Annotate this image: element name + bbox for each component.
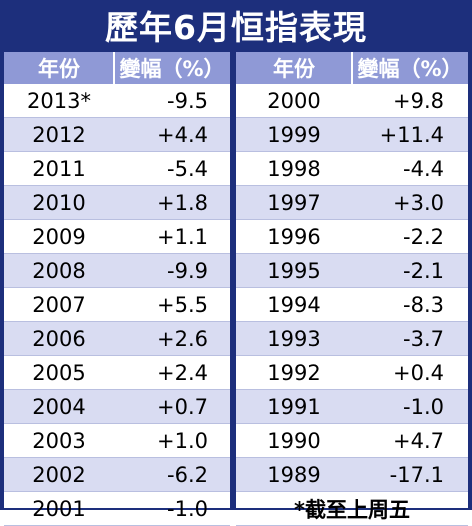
change-cell: -4.4 bbox=[403, 156, 444, 181]
year-cell: 1991 bbox=[267, 394, 321, 419]
table-row: 1990 +4.7 bbox=[236, 424, 468, 458]
change-cell: +1.0 bbox=[157, 428, 208, 453]
change-cell: -5.4 bbox=[167, 156, 208, 181]
table-row: 1989 -17.1 bbox=[236, 458, 468, 492]
year-cell: 1997 bbox=[267, 190, 321, 215]
table-row: 2000 +9.8 bbox=[236, 84, 468, 118]
table-row: 2003 +1.0 bbox=[4, 424, 230, 458]
year-cell: 2007 bbox=[32, 292, 86, 317]
table-row: 2008 -9.9 bbox=[4, 254, 230, 288]
table-row: 2012 +4.4 bbox=[4, 118, 230, 152]
change-column-header: 變幅（%） bbox=[357, 57, 463, 81]
change-cell: -1.0 bbox=[403, 394, 444, 419]
year-cell: 1992 bbox=[267, 360, 321, 385]
table-row: 1997 +3.0 bbox=[236, 186, 468, 220]
table-row: 2002 -6.2 bbox=[4, 458, 230, 492]
table-row: 1991 -1.0 bbox=[236, 390, 468, 424]
change-cell: -2.1 bbox=[403, 258, 444, 283]
table-row: 2001 -1.0 bbox=[4, 492, 230, 526]
left-table-body: 2013* -9.5 2012 +4.4 2011 -5.4 2010 +1.8 2009 +1.… bbox=[4, 84, 230, 526]
year-cell: 1989 bbox=[267, 462, 321, 487]
page-title: 歷年6月恒指表現 bbox=[105, 8, 367, 47]
year-cell: 2013* bbox=[27, 88, 91, 113]
table-row: 2011 -5.4 bbox=[4, 152, 230, 186]
year-cell: 1998 bbox=[267, 156, 321, 181]
left-header-row: 年份 變幅（%） bbox=[4, 52, 230, 84]
table-row: 2007 +5.5 bbox=[4, 288, 230, 322]
header-divider bbox=[351, 52, 353, 84]
change-cell: +1.8 bbox=[157, 190, 208, 215]
year-cell: 2003 bbox=[32, 428, 86, 453]
change-cell: +3.0 bbox=[393, 190, 444, 215]
year-cell: 2006 bbox=[32, 326, 86, 351]
change-cell: -17.1 bbox=[389, 462, 444, 487]
change-cell: +2.6 bbox=[157, 326, 208, 351]
table-row: 1994 -8.3 bbox=[236, 288, 468, 322]
year-cell: 2012 bbox=[32, 122, 86, 147]
change-cell: -2.2 bbox=[403, 224, 444, 249]
table-row: 1998 -4.4 bbox=[236, 152, 468, 186]
table-row: 1993 -3.7 bbox=[236, 322, 468, 356]
change-cell: -9.9 bbox=[167, 258, 208, 283]
change-cell: +1.1 bbox=[157, 224, 208, 249]
table-row: 2010 +1.8 bbox=[4, 186, 230, 220]
change-cell: +11.4 bbox=[379, 122, 444, 147]
year-cell: 2009 bbox=[32, 224, 86, 249]
right-header-row: 年份 變幅（%） bbox=[236, 52, 468, 84]
year-cell: 2004 bbox=[32, 394, 86, 419]
table-row: 1995 -2.1 bbox=[236, 254, 468, 288]
table-row: 2005 +2.4 bbox=[4, 356, 230, 390]
year-cell: 2010 bbox=[32, 190, 86, 215]
year-cell: 1999 bbox=[267, 122, 321, 147]
change-cell: +2.4 bbox=[157, 360, 208, 385]
change-cell: +0.7 bbox=[157, 394, 208, 419]
year-cell: 2000 bbox=[267, 88, 321, 113]
year-column-header: 年份 bbox=[273, 57, 315, 81]
header-divider bbox=[113, 52, 115, 84]
year-column-header: 年份 bbox=[38, 57, 80, 81]
change-cell: -3.7 bbox=[403, 326, 444, 351]
change-cell: +4.7 bbox=[393, 428, 444, 453]
change-column-header: 變幅（%） bbox=[119, 57, 225, 81]
table-row: 2013* -9.5 bbox=[4, 84, 230, 118]
year-cell: 1995 bbox=[267, 258, 321, 283]
right-table: 年份 變幅（%） 2000 +9.8 1999 +11.4 1998 -4.4 1997 +3… bbox=[236, 52, 468, 526]
year-cell: 1994 bbox=[267, 292, 321, 317]
left-table: 年份 變幅（%） 2013* -9.5 2012 +4.4 2011 -5.4 2010 +1… bbox=[4, 52, 230, 526]
year-cell: 2001 bbox=[32, 496, 86, 521]
year-cell: 2008 bbox=[32, 258, 86, 283]
footnote: *截至上周五 bbox=[294, 497, 410, 522]
change-cell: -8.3 bbox=[403, 292, 444, 317]
table-row: 1999 +11.4 bbox=[236, 118, 468, 152]
year-cell: 1996 bbox=[267, 224, 321, 249]
table-row: 2009 +1.1 bbox=[4, 220, 230, 254]
year-cell: 1993 bbox=[267, 326, 321, 351]
change-cell: +9.8 bbox=[393, 88, 444, 113]
change-cell: -1.0 bbox=[167, 496, 208, 521]
change-cell: -9.5 bbox=[167, 88, 208, 113]
table-row: 1996 -2.2 bbox=[236, 220, 468, 254]
change-cell: +0.4 bbox=[393, 360, 444, 385]
year-cell: 2011 bbox=[32, 156, 86, 181]
change-cell: +4.4 bbox=[157, 122, 208, 147]
year-cell: 1990 bbox=[267, 428, 321, 453]
change-cell: -6.2 bbox=[167, 462, 208, 487]
table-row: 2004 +0.7 bbox=[4, 390, 230, 424]
footnote-row: *截至上周五 bbox=[236, 492, 468, 526]
year-cell: 2002 bbox=[32, 462, 86, 487]
change-cell: +5.5 bbox=[157, 292, 208, 317]
table-row: 1992 +0.4 bbox=[236, 356, 468, 390]
right-table-body: 2000 +9.8 1999 +11.4 1998 -4.4 1997 +3.0 1996 -2.… bbox=[236, 84, 468, 492]
year-cell: 2005 bbox=[32, 360, 86, 385]
table-row: 2006 +2.6 bbox=[4, 322, 230, 356]
